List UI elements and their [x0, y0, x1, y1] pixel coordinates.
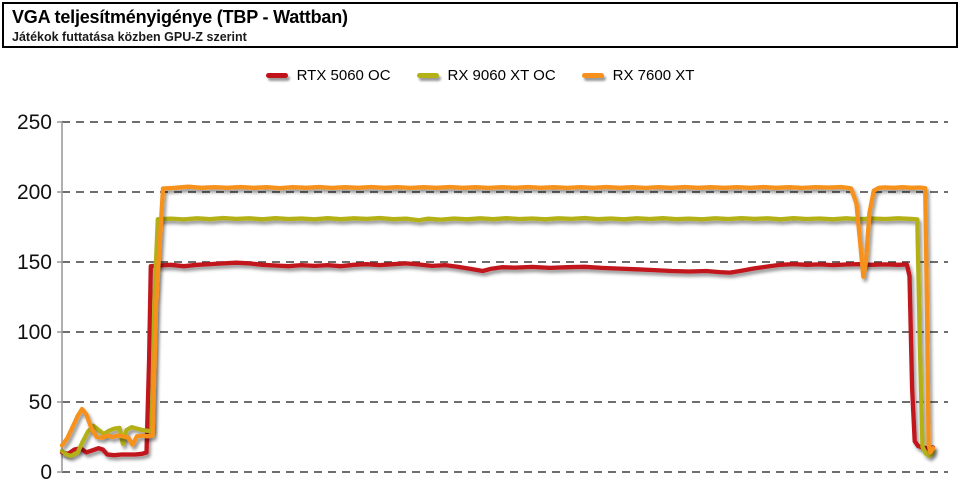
series-line-rx-7600-xt — [59, 184, 936, 455]
legend-marker-icon — [416, 72, 439, 78]
legend-marker-icon — [581, 72, 604, 78]
svg-text:0: 0 — [40, 461, 52, 484]
svg-text:150: 150 — [17, 251, 52, 274]
series-line-rtx-5060-oc — [59, 260, 936, 458]
chart-subtitle: Játékok futtatása közben GPU-Z szerint — [12, 30, 247, 44]
svg-text:100: 100 — [17, 321, 52, 344]
title-box: VGA teljesítményigénye (TBP - Wattban) J… — [2, 2, 958, 48]
legend-item-rx-7600-xt: RX 7600 XT — [581, 66, 695, 84]
legend-label: RX 7600 XT — [612, 66, 695, 84]
legend-item-rx-9060-xt-oc: RX 9060 XT OC — [416, 66, 556, 84]
svg-text:200: 200 — [17, 181, 52, 204]
series-line-rx-9060-xt-oc — [59, 215, 936, 459]
legend-marker-icon — [265, 72, 288, 78]
legend-label: RX 9060 XT OC — [447, 66, 556, 84]
svg-text:250: 250 — [17, 111, 52, 134]
svg-text:50: 50 — [29, 391, 52, 414]
legend-label: RTX 5060 OC — [296, 66, 391, 84]
legend: RTX 5060 OC RX 9060 XT OC RX 7600 XT — [0, 64, 960, 86]
chart-title: VGA teljesítményigénye (TBP - Wattban) — [12, 7, 348, 27]
gridlines — [57, 121, 948, 473]
y-axis-labels: 0 50 100 150 200 250 — [17, 111, 52, 484]
legend-item-rtx-5060-oc: RTX 5060 OC — [265, 66, 391, 84]
